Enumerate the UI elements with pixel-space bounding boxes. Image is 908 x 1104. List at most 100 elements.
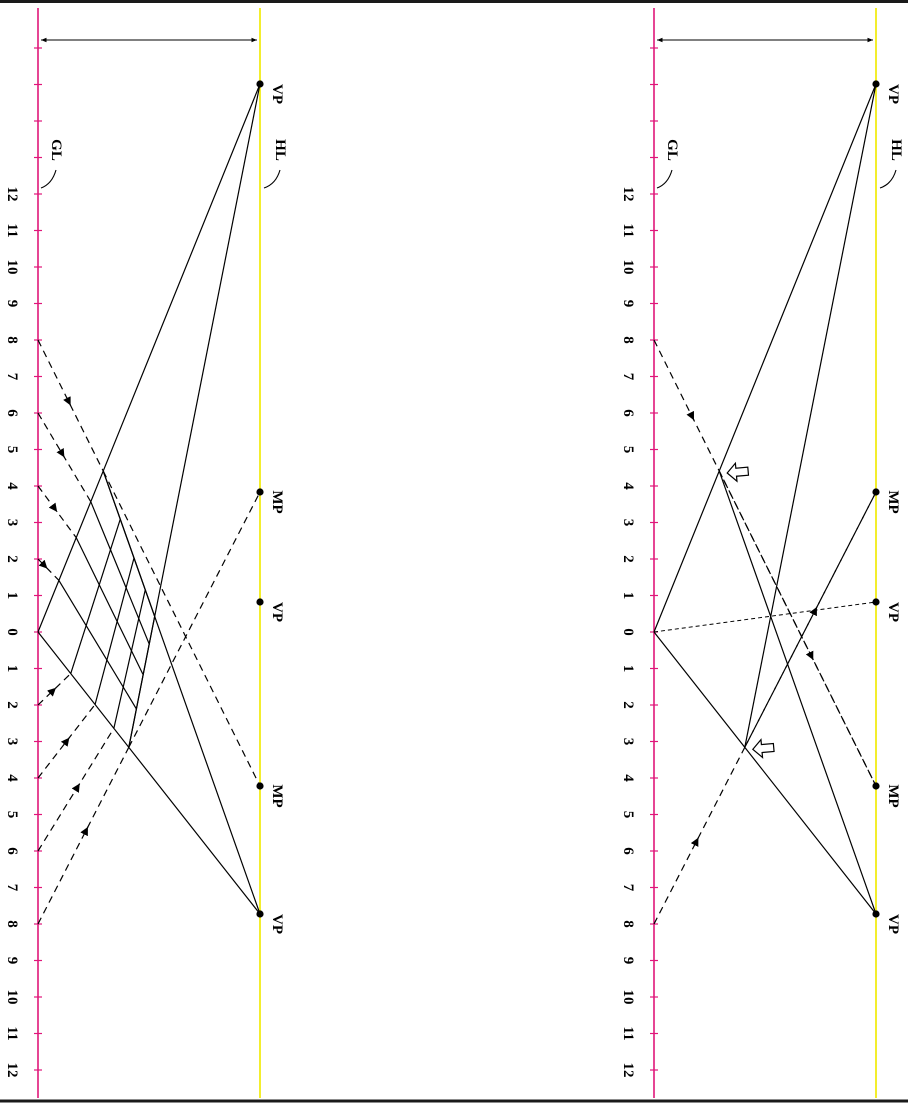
scale-number: 11 <box>4 1026 20 1040</box>
vp-center-label: VP <box>885 602 901 622</box>
grid-line <box>75 537 144 675</box>
receding-line-to-vp-top <box>37 83 261 633</box>
mp-bottom-label: MP <box>885 784 901 807</box>
grid-line <box>113 589 146 729</box>
scale-number: 11 <box>4 223 20 237</box>
measuring-line-lower <box>37 728 115 852</box>
scale-number: 1 <box>620 592 636 600</box>
measuring-line-upper <box>37 558 60 581</box>
scale-number: 9 <box>620 957 636 965</box>
scale-number: 6 <box>620 409 636 417</box>
direction-arrow <box>805 650 814 661</box>
direction-arrow <box>690 837 699 847</box>
far-edge-to-vp-top <box>128 83 261 748</box>
scale-number: 12 <box>4 187 20 202</box>
scale-number: 7 <box>4 373 20 381</box>
vp-center-label: VP <box>269 602 285 622</box>
scale-number: 4 <box>4 482 20 490</box>
measuring-line-upper <box>37 412 92 503</box>
grid-line <box>90 501 150 645</box>
grid-line <box>70 519 121 674</box>
direction-arrow <box>686 410 695 421</box>
measuring-line-lower <box>37 747 130 925</box>
scale-number: 9 <box>620 300 636 308</box>
measuring-line-extension <box>128 491 261 748</box>
direction-arrow <box>60 737 70 747</box>
scale-number: 1 <box>620 665 636 673</box>
scale-number: 8 <box>620 336 636 344</box>
diagonal-to-center-vp <box>653 601 877 633</box>
scale-number: 1 <box>4 592 20 600</box>
scale-number: 3 <box>4 738 20 746</box>
scale-number: 5 <box>620 446 636 454</box>
far-edge-to-vp-bottom <box>718 470 877 915</box>
far-edge-to-vp-bottom <box>102 470 261 915</box>
scale-number: 9 <box>4 300 20 308</box>
gl-label: GL <box>664 139 680 161</box>
scale-number: 9 <box>4 957 20 965</box>
gl-leader <box>40 169 57 189</box>
scale-number: 5 <box>4 811 20 819</box>
vp-top-label: VP <box>269 84 285 104</box>
gl-leader <box>656 169 673 189</box>
scale-number: 10 <box>4 990 20 1005</box>
grid-line <box>94 557 135 705</box>
direction-arrow <box>80 826 89 837</box>
mp-bottom-label: MP <box>269 784 285 807</box>
scale-number: 8 <box>4 920 20 928</box>
scale-number: 4 <box>620 482 636 490</box>
scale-number: 12 <box>4 1063 20 1078</box>
scale-number: 2 <box>620 555 636 563</box>
hl-label: HL <box>272 139 288 161</box>
mp-top-label: MP <box>269 490 285 513</box>
scale-number: 8 <box>620 920 636 928</box>
mp-top-label: MP <box>885 490 901 513</box>
scale-number: 10 <box>620 990 636 1005</box>
measuring-line-lower <box>37 704 96 779</box>
far-edge-to-vp-top <box>744 83 877 748</box>
scale-number: 3 <box>4 519 20 527</box>
measuring-line-extension <box>102 470 261 787</box>
measuring-line-lower <box>37 673 72 706</box>
scale-number: 1 <box>4 665 20 673</box>
direction-arrow <box>809 606 818 617</box>
vp-bottom-label: VP <box>269 914 285 934</box>
scale-number: 12 <box>620 1063 636 1078</box>
receding-line-to-vp-bottom <box>37 631 261 915</box>
scale-number: 12 <box>620 187 636 202</box>
hl-leader <box>879 169 897 189</box>
scale-number: 8 <box>4 336 20 344</box>
gl-label: GL <box>48 139 64 161</box>
scale-number: 5 <box>4 446 20 454</box>
scale-number: 11 <box>620 223 636 237</box>
scale-number: 10 <box>620 260 636 275</box>
vp-bottom-label: VP <box>885 914 901 934</box>
hollow-arrow-upper <box>726 461 750 483</box>
hl-leader <box>263 169 281 189</box>
direction-arrow <box>56 447 65 458</box>
scale-number: 4 <box>4 774 20 782</box>
receding-line-to-vp-top <box>653 83 877 633</box>
measuring-line-upper <box>37 485 77 539</box>
scale-number: 3 <box>620 519 636 527</box>
scale-number: 6 <box>4 847 20 855</box>
scale-number: 6 <box>620 847 636 855</box>
direction-arrow <box>71 783 81 793</box>
measuring-line-continuation <box>718 470 877 787</box>
vp-center-point <box>256 598 264 606</box>
scale-number: 3 <box>620 738 636 746</box>
scale-number: 6 <box>4 409 20 417</box>
hollow-arrow-lower <box>751 738 775 759</box>
grid-line <box>58 580 137 710</box>
scale-number-zero: 0 <box>4 628 20 636</box>
scale-number: 7 <box>4 884 20 892</box>
hl-label: HL <box>888 139 904 161</box>
measuring-line-lower <box>653 491 877 925</box>
receding-line-to-vp-bottom <box>653 631 877 915</box>
scale-number: 4 <box>620 774 636 782</box>
scale-number: 2 <box>4 555 20 563</box>
mp-top-point <box>256 488 264 496</box>
